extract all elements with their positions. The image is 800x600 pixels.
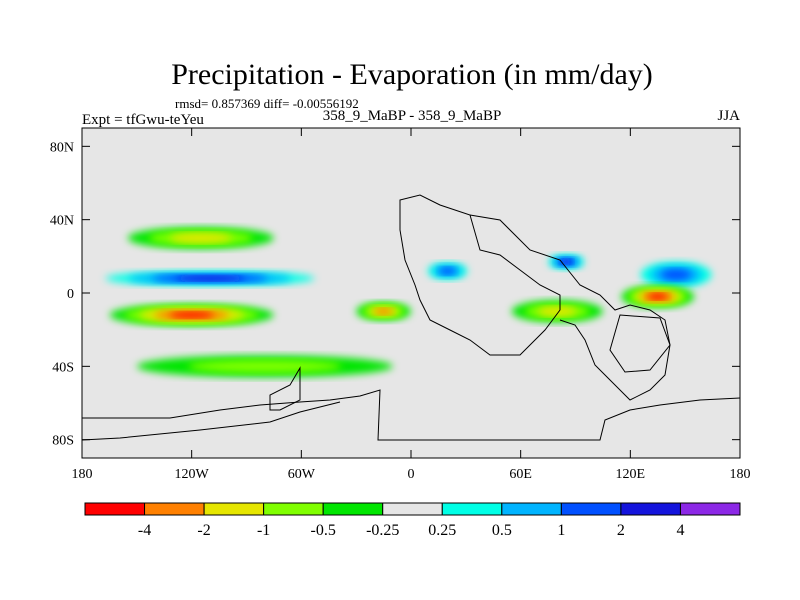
y-tick-label: 80N bbox=[50, 140, 74, 155]
colorbar-label: 2 bbox=[617, 522, 625, 539]
colorbar-label: -1 bbox=[257, 522, 270, 539]
experiment-label: Expt = tfGwu-teYeu bbox=[82, 112, 204, 128]
region-african-monsoon bbox=[421, 260, 474, 282]
y-tick-label: 40N bbox=[50, 214, 74, 229]
comparison-label: 358_9_MaBP - 358_9_MaBP bbox=[323, 108, 502, 124]
colorbar-swatch bbox=[441, 502, 503, 516]
region-west-pacific-warm-pool bbox=[630, 258, 722, 292]
x-tick-label: 0 bbox=[408, 467, 415, 482]
colorbar-swatch bbox=[263, 502, 324, 516]
y-tick-label: 40S bbox=[52, 360, 74, 375]
field-layer bbox=[82, 227, 722, 378]
continent-outlines bbox=[82, 194, 740, 441]
colorbar-label: 1 bbox=[557, 522, 565, 539]
colorbar-swatch bbox=[679, 502, 741, 516]
x-tick-label: 120E bbox=[616, 467, 646, 482]
contour-fill bbox=[175, 275, 245, 281]
asia-outline bbox=[469, 214, 671, 401]
colorbar-label: -4 bbox=[138, 522, 151, 539]
contour-fill bbox=[647, 293, 668, 300]
season-label: JJA bbox=[717, 108, 740, 124]
colorbar-swatch bbox=[560, 502, 622, 516]
colorbar-swatch bbox=[144, 502, 205, 516]
x-tick-label: 60E bbox=[509, 467, 532, 482]
colorbar-swatch bbox=[322, 502, 384, 516]
y-tick-label: 80S bbox=[52, 434, 74, 449]
colorbar-label: -0.25 bbox=[366, 522, 399, 539]
antarctica-inner-outline bbox=[82, 401, 341, 441]
region-southeast-pacific bbox=[621, 285, 695, 308]
stats-label: rmsd= 0.857369 diff= -0.00556192 bbox=[175, 96, 359, 111]
contour-fill bbox=[188, 359, 342, 373]
colorbar-swatch bbox=[620, 502, 681, 516]
colorbar-label: 4 bbox=[676, 522, 684, 539]
australia-outline bbox=[609, 314, 671, 373]
contour-fill bbox=[169, 233, 233, 243]
colorbar-label: 0.5 bbox=[492, 522, 512, 539]
antarctica-outline bbox=[82, 389, 740, 441]
region-south-pacific-subtropics bbox=[109, 304, 274, 326]
contour-fill bbox=[537, 306, 577, 317]
y-tick-label: 0 bbox=[67, 287, 74, 302]
contour-fill bbox=[169, 312, 215, 318]
region-south-indian-subtropics bbox=[511, 300, 603, 323]
contour-fill bbox=[439, 267, 457, 275]
region-indian-monsoon bbox=[544, 252, 589, 271]
region-southern-ocean bbox=[136, 355, 393, 378]
colorbar-swatch bbox=[382, 502, 443, 516]
contour-fill bbox=[560, 259, 573, 265]
region-north-pacific-subtropics bbox=[127, 227, 274, 249]
x-tick-label: 60W bbox=[288, 467, 316, 482]
chart-title: Precipitation - Evaporation (in mm/day) bbox=[171, 58, 653, 91]
x-tick-label: 180 bbox=[72, 467, 93, 482]
colorbar-label: -0.5 bbox=[311, 522, 336, 539]
colorbar-swatch bbox=[501, 502, 562, 516]
axis-layer: 180 120W 60W 0 60E 120E 180 80N 40N 0 40S 80S bbox=[50, 128, 751, 482]
colorbar-swatch bbox=[84, 502, 146, 516]
colorbar-swatch bbox=[203, 502, 265, 516]
region-south-atlantic-subtropics bbox=[356, 302, 412, 321]
americas-outline bbox=[269, 366, 301, 411]
contour-fill bbox=[374, 308, 393, 315]
x-tick-label: 120W bbox=[175, 467, 210, 482]
colorbar: -4 -2 -1 -0.5 -0.25 0.25 0.5 1 2 4 bbox=[84, 502, 741, 539]
x-tick-label: 180 bbox=[730, 467, 751, 482]
contour-fill bbox=[660, 269, 692, 281]
africa-outline bbox=[399, 194, 561, 356]
region-east-pacific-itcz bbox=[82, 269, 338, 288]
colorbar-label: -2 bbox=[197, 522, 210, 539]
colorbar-label: 0.25 bbox=[428, 522, 456, 539]
